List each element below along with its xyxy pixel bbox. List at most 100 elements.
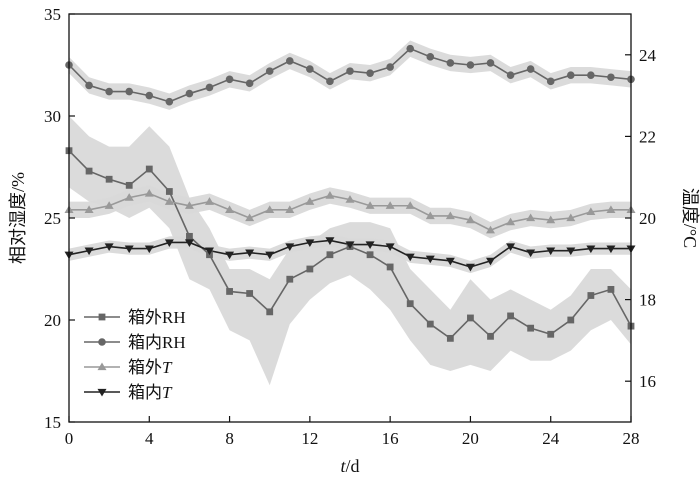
point-series-2 <box>104 201 114 209</box>
point-series-2 <box>345 195 355 203</box>
x-tick-label: 16 <box>382 429 399 448</box>
point-series-2 <box>526 213 536 222</box>
point-series-3 <box>184 239 194 247</box>
point-series-3 <box>465 263 475 272</box>
point-series-2 <box>385 201 395 209</box>
series-markers <box>64 44 636 342</box>
point-series-1 <box>346 67 354 75</box>
point-series-2 <box>124 193 134 201</box>
legend-marker-2 <box>97 362 107 371</box>
x-tick-label: 12 <box>301 429 318 448</box>
point-series-0 <box>306 265 314 273</box>
x-tick-label: 20 <box>462 429 479 448</box>
point-series-1 <box>145 91 154 100</box>
point-series-1 <box>265 67 274 75</box>
point-series-3 <box>445 257 455 266</box>
point-series-0 <box>165 188 173 195</box>
point-series-0 <box>467 314 474 322</box>
point-series-3 <box>385 243 395 252</box>
point-series-0 <box>226 288 233 295</box>
legend-entry-prefix: 箱外 <box>128 358 162 377</box>
right-y-tick-label: 22 <box>639 127 656 146</box>
point-series-0 <box>547 330 555 338</box>
point-series-1 <box>205 83 214 92</box>
point-series-2 <box>205 197 214 205</box>
point-series-0 <box>567 316 575 324</box>
point-series-3 <box>425 255 435 264</box>
x-axis-label-unit: /d <box>346 456 360 476</box>
point-series-3 <box>104 243 114 252</box>
point-series-2 <box>245 213 255 222</box>
legend-entry-suffix: T <box>162 383 173 402</box>
legend-entry-0: 箱外RH <box>128 308 186 327</box>
legend-entry-prefix: 箱内 <box>128 383 162 402</box>
x-tick-label: 8 <box>225 429 234 448</box>
point-series-2 <box>506 217 516 226</box>
point-series-2 <box>606 205 616 213</box>
point-series-2 <box>425 211 435 220</box>
point-series-1 <box>526 65 535 73</box>
point-series-0 <box>386 263 394 271</box>
point-series-0 <box>286 275 294 283</box>
point-series-0 <box>507 312 514 320</box>
point-series-3 <box>546 247 556 256</box>
legend-entry-1: 箱内RH <box>128 333 186 352</box>
x-axis-ticks: 0 4 8 12 16 20 24 28 <box>65 416 640 448</box>
x-tick-label: 28 <box>623 429 640 448</box>
point-series-1 <box>285 57 294 65</box>
point-series-1 <box>607 73 615 82</box>
point-series-3 <box>124 245 134 254</box>
point-series-1 <box>546 77 555 86</box>
left-y-tick-label: 25 <box>44 209 61 228</box>
right-y-axis-label: 温度/°C <box>680 188 700 248</box>
point-series-0 <box>85 167 93 175</box>
left-y-axis-label: 相对湿度/% <box>8 172 28 264</box>
point-series-2 <box>84 205 94 213</box>
point-series-2 <box>325 191 335 199</box>
point-series-0 <box>607 286 615 293</box>
point-series-1 <box>366 69 374 77</box>
point-series-2 <box>225 205 235 213</box>
legend-entry-suffix: T <box>162 358 173 377</box>
band-series-1 <box>69 40 631 110</box>
right-y-tick-label: 18 <box>639 291 656 310</box>
point-series-3 <box>405 253 415 262</box>
point-series-2 <box>265 205 275 213</box>
point-series-3 <box>245 249 255 258</box>
point-series-1 <box>446 59 455 67</box>
point-series-3 <box>526 249 536 258</box>
point-series-0 <box>145 165 153 173</box>
right-y-tick-label: 16 <box>639 372 656 391</box>
point-series-0 <box>326 251 334 259</box>
point-series-2 <box>445 211 455 220</box>
point-series-2 <box>164 197 174 205</box>
point-series-3 <box>325 237 335 245</box>
legend-entry-3: 箱内T <box>128 383 173 402</box>
point-series-3 <box>606 245 616 254</box>
point-series-1 <box>406 44 415 53</box>
right-y-tick-label: 20 <box>639 209 656 228</box>
point-series-3 <box>205 247 214 256</box>
point-series-3 <box>586 245 596 254</box>
left-y-tick-label: 30 <box>44 107 61 126</box>
point-series-2 <box>365 201 375 209</box>
point-series-0 <box>366 251 374 259</box>
point-series-0 <box>446 334 454 342</box>
point-series-1 <box>245 79 254 88</box>
x-tick-label: 24 <box>542 429 560 448</box>
point-series-3 <box>506 243 516 252</box>
point-series-1 <box>185 89 194 98</box>
point-series-1 <box>85 81 93 90</box>
point-series-0 <box>406 300 414 308</box>
point-series-0 <box>246 290 254 297</box>
legend-entry-suffix: RH <box>162 308 186 327</box>
legend-entry-prefix: 箱外 <box>128 308 162 327</box>
right-y-tick-label: 24 <box>639 46 657 65</box>
point-series-2 <box>586 207 596 216</box>
left-y-tick-label: 15 <box>44 413 61 432</box>
point-series-0 <box>266 308 274 316</box>
point-series-1 <box>105 87 113 96</box>
point-series-2 <box>546 215 556 224</box>
